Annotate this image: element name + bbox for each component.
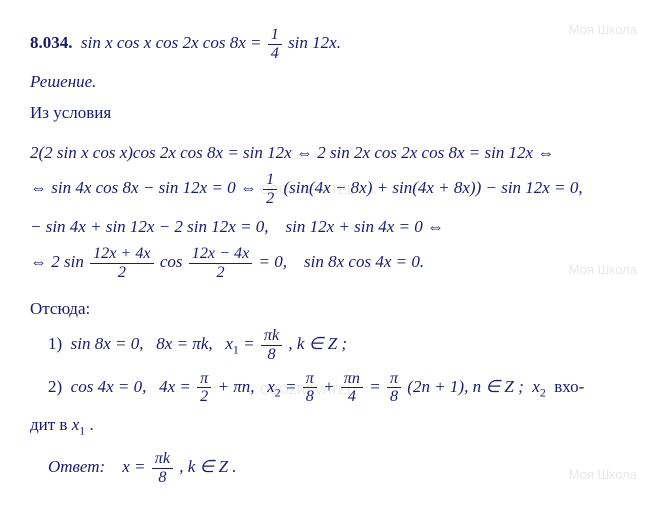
case-2a: cos 4x = 0, [71,377,147,396]
frac-num: 1 [268,26,282,45]
frac-num: 1 [263,171,277,190]
frac-num: π [387,370,401,389]
case-2-cont: дит в x1 . [30,412,632,440]
case-2c-eq: = [281,377,301,396]
frac-num: πk [152,450,173,469]
case-1: 1) sin 8x = 0, 8x = πk, x1 = πk8 , k ∈ Z… [48,327,632,364]
problem-line: 8.034. sin x cos x cos 2x cos 8x = 14 si… [30,26,632,63]
case-2-dot: . [89,415,93,434]
step-4-mid: cos [160,252,183,271]
step-4-tail: sin 8x cos 4x = 0. [304,252,424,271]
frac-num: πn [341,370,363,389]
frac-num: 12x − 4x [189,245,253,264]
case-2c-frac3: π8 [387,370,401,407]
answer-lhs: x = [122,458,150,477]
case-2b-frac: π2 [197,370,211,407]
enters2-text: дит в [30,415,67,434]
frac-num: π [303,370,317,389]
case-2-x1sub: 1 [79,424,85,438]
hence-label: Отсюда: [30,296,632,322]
step-3b: sin 12x + sin 4x = 0 [286,217,423,236]
step-2b: (sin(4x − 8x) + sin(4x + 8x)) − sin 12x … [284,178,583,197]
answer-tail: , k ∈ Z . [179,458,236,477]
frac-den: 2 [263,190,277,208]
enters-text: вхо- [554,377,584,396]
case-1-label: 1) [48,334,62,353]
problem-eq-tail: sin 12x. [288,33,341,52]
case-2c-lhs: x [267,377,275,396]
case-1-frac: πk8 [261,327,282,364]
case-1b: 8x = πk, [156,334,212,353]
from-condition: Из условия [30,100,632,126]
case-1c-eq: = [239,334,259,353]
case-2-x2sub: 2 [540,385,546,399]
frac-den: 4 [341,388,363,406]
case-2-label: 2) [48,377,62,396]
case-2b-plus: + πn, [217,377,254,396]
answer-line: Ответ: x = πk8 , k ∈ Z . [48,450,632,487]
case-2-x2: x [532,377,540,396]
half-frac: 12 [263,171,277,208]
frac-den: 4 [268,45,282,63]
frac-den: 8 [303,388,317,406]
step-4-pre: 2 sin [51,252,84,271]
step-3: − sin 4x + sin 12x − 2 sin 12x = 0, sin … [30,214,632,240]
case-2c-tail: (2n + 1), n ∈ Z ; [407,377,523,396]
case-2c-frac2: πn4 [341,370,363,407]
answer-frac: πk8 [152,450,173,487]
solution-label: Решение. [30,69,632,95]
answer-label: Ответ: [48,458,105,477]
frac-den: 2 [90,264,154,282]
step-1b: 2 sin 2x cos 2x cos 8x = sin 12x [317,143,533,162]
problem-number: 8.034. [30,33,73,52]
content: 8.034. sin x cos x cos 2x cos 8x = 14 si… [30,26,632,487]
frac-den: 8 [387,388,401,406]
step-2: ⇔ sin 4x cos 8x − sin 12x = 0 ⇔ 12 (sin(… [30,171,632,208]
case-1d: , k ∈ Z ; [288,334,347,353]
step-4-frac2: 12x − 4x2 [189,245,253,282]
problem-eq-lhs: sin x cos x cos 2x cos 8x = [81,33,261,52]
case-2c-eq2: = [369,377,385,396]
case-1c-lhs: x [225,334,233,353]
case-2b-lhs: 4x = [159,377,195,396]
step-1: 2(2 sin x cos x)cos 2x cos 8x = sin 12x … [30,140,632,166]
case-1a: sin 8x = 0, [71,334,144,353]
step-2a: sin 4x cos 8x − sin 12x = 0 [51,178,235,197]
step-1a: 2(2 sin x cos x)cos 2x cos 8x = sin 12x [30,143,292,162]
frac-num: π [197,370,211,389]
frac-num: 12x + 4x [90,245,154,264]
frac-den: 2 [189,264,253,282]
frac-den: 2 [197,388,211,406]
problem-frac: 14 [268,26,282,63]
frac-den: 8 [152,469,173,487]
step-4-frac1: 12x + 4x2 [90,245,154,282]
frac-den: 8 [261,346,282,364]
step-4: ⇔ 2 sin 12x + 4x2 cos 12x − 4x2 = 0, sin… [30,245,632,282]
step-3a: − sin 4x + sin 12x − 2 sin 12x = 0, [30,217,269,236]
case-2: 2) cos 4x = 0, 4x = π2 + πn, x2 = π8 + π… [48,370,632,407]
case-2c-frac1: π8 [303,370,317,407]
step-4-eq: = 0, [259,252,287,271]
frac-num: πk [261,327,282,346]
case-2c-plus: + [323,377,339,396]
